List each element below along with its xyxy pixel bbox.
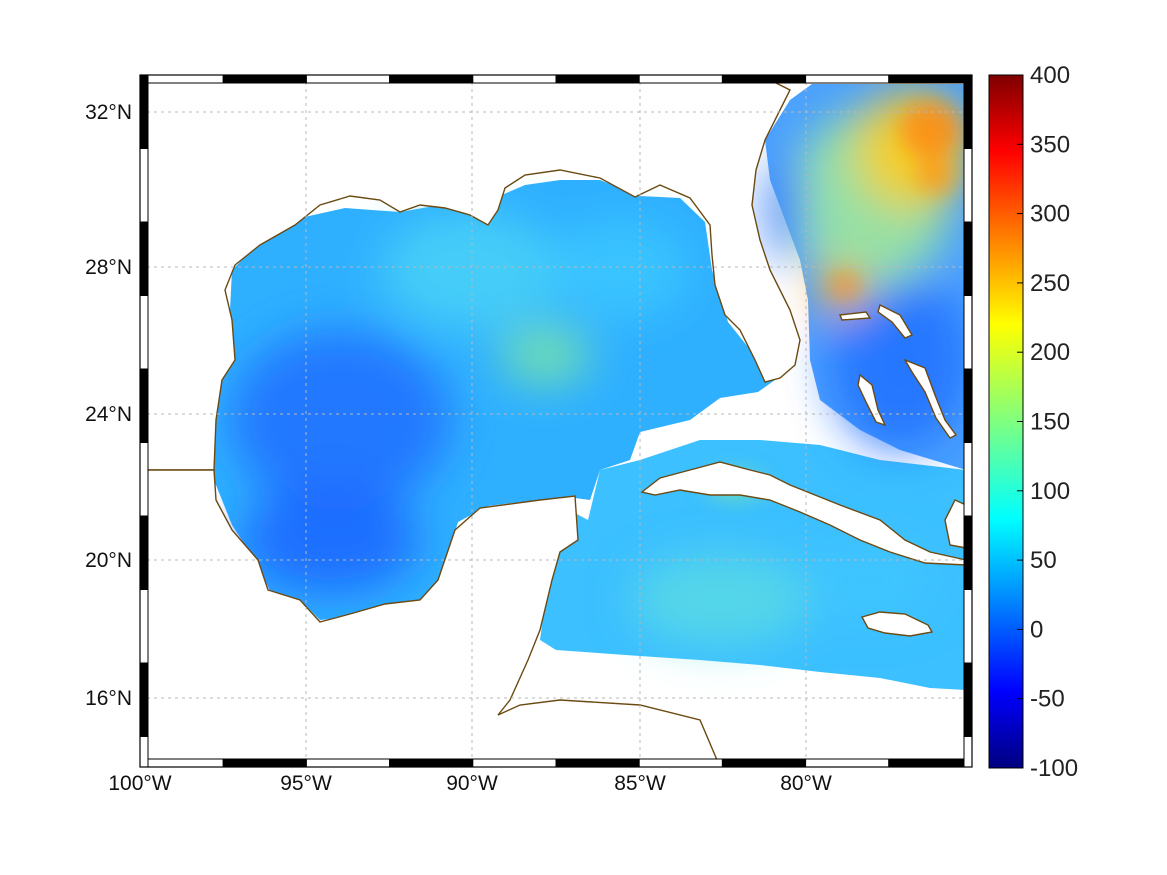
frame-bottom-segment xyxy=(555,758,640,768)
y-tick-28n: 28°N xyxy=(85,256,132,279)
frame-bottom-segment xyxy=(721,758,807,768)
us-gulf-coast xyxy=(140,75,801,471)
gridlines xyxy=(140,75,972,767)
frame-bottom-segment xyxy=(305,758,391,768)
frame-top-segment xyxy=(721,74,807,84)
frame-right-segment xyxy=(963,221,973,296)
colorbar-tick-label: -50 xyxy=(1030,686,1065,713)
land-masses xyxy=(140,75,967,767)
colorbar-tick-label: 50 xyxy=(1030,547,1057,574)
frame-top-segment xyxy=(555,74,640,84)
frame-bottom-segment xyxy=(139,758,224,768)
frame-outline xyxy=(139,74,973,768)
frame-top-segment xyxy=(472,74,557,84)
longitude-tick-labels: 100°W 95°W 90°W 85°W 80°W xyxy=(108,772,832,795)
x-tick-95w: 95°W xyxy=(280,772,332,795)
colorbar-tick-label: 100 xyxy=(1030,478,1070,505)
bahamas-eleuthera xyxy=(903,358,958,439)
frame-right-segment xyxy=(963,368,973,443)
colorbar: 400 350 300 250 200 150 100 50 0 -50 -100 xyxy=(988,62,1078,782)
latitude-tick-labels: 32°N 28°N 24°N 20°N 16°N xyxy=(85,101,132,710)
colorbar-tick-label: 0 xyxy=(1030,616,1043,643)
frame-bottom-segment xyxy=(389,758,474,768)
colorbar-tick-label: 200 xyxy=(1030,339,1070,366)
jamaica xyxy=(860,611,934,637)
frame-bottom-segment xyxy=(638,758,723,768)
frame-left-segment xyxy=(139,295,149,370)
bahamas-abaco xyxy=(877,303,914,339)
frame-right-segment xyxy=(963,148,973,223)
bahamas-grand xyxy=(839,311,872,321)
frame-right-segment xyxy=(963,295,973,370)
frame-top-segment xyxy=(139,74,224,84)
colorbar-tick-label: 400 xyxy=(1030,62,1070,89)
x-tick-80w: 80°W xyxy=(780,772,832,795)
frame-right-segment xyxy=(963,736,973,768)
frame-right-segment xyxy=(963,515,973,590)
colorbar-tick-label: 300 xyxy=(1030,201,1070,228)
frame-right-segment xyxy=(963,442,973,517)
colorbar-tick-label: 350 xyxy=(1030,131,1070,158)
frame-right-segment xyxy=(963,662,973,737)
y-tick-20n: 20°N xyxy=(85,549,132,572)
frame-left-segment xyxy=(139,589,149,664)
frame-left-segment xyxy=(139,442,149,517)
y-tick-32n: 32°N xyxy=(85,101,132,124)
x-tick-100w: 100°W xyxy=(108,772,171,795)
map-area xyxy=(140,75,972,767)
x-tick-85w: 85°W xyxy=(614,772,666,795)
frame-bottom-segment xyxy=(222,758,307,768)
x-tick-90w: 90°W xyxy=(446,772,498,795)
map-frame xyxy=(139,74,973,768)
frame-left-segment xyxy=(139,148,149,223)
frame-top-segment xyxy=(389,74,474,84)
colorbar-ticks: 400 350 300 250 200 150 100 50 0 -50 -100 xyxy=(1017,62,1078,782)
frame-bottom-segment xyxy=(888,758,973,768)
frame-bottom-segment xyxy=(472,758,557,768)
bahamas-andros xyxy=(857,373,887,427)
y-tick-24n: 24°N xyxy=(85,403,132,426)
y-tick-16n: 16°N xyxy=(85,687,132,710)
frame-left-segment xyxy=(139,221,149,296)
frame-top-segment xyxy=(305,74,391,84)
frame-bottom-segment xyxy=(805,758,890,768)
frame-top-segment xyxy=(805,74,890,84)
frame-top-segment xyxy=(638,74,723,84)
colorbar-tick-label: -100 xyxy=(1030,755,1078,782)
frame-top-segment xyxy=(222,74,307,84)
colorbar-tick-label: 150 xyxy=(1030,409,1070,436)
frame-left-segment xyxy=(139,662,149,737)
frame-left-segment xyxy=(139,74,149,149)
colorbar-tick-label: 250 xyxy=(1030,270,1070,297)
mexico xyxy=(140,469,721,767)
frame-right-segment xyxy=(963,589,973,664)
frame-right-segment xyxy=(963,74,973,149)
frame-left-segment xyxy=(139,736,149,768)
frame-left-segment xyxy=(139,515,149,590)
frame-left-segment xyxy=(139,368,149,443)
frame-top-segment xyxy=(888,74,973,84)
